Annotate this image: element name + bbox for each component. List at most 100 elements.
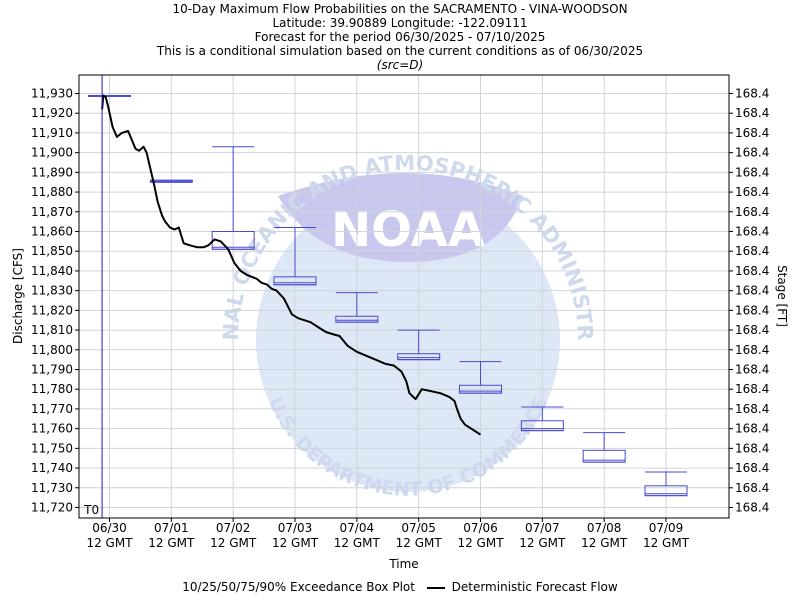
plot-frame: [78, 74, 730, 519]
y2-tick-label: 168.4: [735, 422, 769, 436]
y2-tick-label: 168.4: [735, 441, 769, 455]
y-axis-left-ticks: 11,720 11,730 11,740 11,750 11,760 11,770 11,7…: [31, 87, 79, 515]
x-tick-label: 07/09: [649, 521, 684, 535]
y-tick-label: 11,770: [31, 402, 73, 416]
x-tick-label-time: 12 GMT: [643, 536, 690, 550]
y-axis-right-ticks: 168.4 168.4 168.4 168.4 168.4 168.4 168.4 168.4…: [729, 87, 769, 515]
y2-tick-label: 168.4: [735, 126, 769, 140]
x-axis-label: Time: [388, 557, 418, 571]
chart-subtitle-source: (src=D): [376, 58, 424, 72]
y-tick-label: 11,750: [31, 441, 73, 455]
y2-tick-label: 168.4: [735, 461, 769, 475]
y-tick-label: 11,860: [31, 225, 73, 239]
x-tick-label: 07/03: [278, 521, 313, 535]
box-plot: [273, 227, 317, 286]
x-tick-label: 07/07: [525, 521, 560, 535]
chart-subtitle-location: Latitude: 39.90889 Longitude: -122.09111: [272, 16, 528, 30]
x-tick-label-time: 12 GMT: [519, 536, 566, 550]
box-plot: [397, 329, 441, 361]
y2-axis-label: Stage [FT]: [775, 265, 789, 327]
x-tick-label-time: 12 GMT: [581, 536, 628, 550]
t0-marker-layer: T0: [83, 75, 103, 518]
y-tick-label: 11,800: [31, 343, 73, 357]
box-plot: [520, 406, 564, 432]
y-tick-label: 11,920: [31, 106, 73, 120]
y-tick-label: 11,740: [31, 461, 73, 475]
y2-tick-label: 168.4: [735, 146, 769, 160]
y-tick-label: 11,820: [31, 303, 73, 317]
box-plot: [149, 179, 193, 183]
y-axis-label: Discharge [CFS]: [11, 248, 25, 344]
box-plot: [211, 146, 255, 250]
x-tick-label: 07/08: [587, 521, 622, 535]
x-tick-label-time: 12 GMT: [272, 536, 319, 550]
y2-tick-label: 168.4: [735, 244, 769, 258]
legend-box-label: 10/25/50/75/90% Exceedance Box Plot: [182, 580, 415, 594]
x-tick-label-time: 12 GMT: [334, 536, 381, 550]
y-tick-label: 11,930: [31, 87, 73, 101]
x-tick-label-time: 12 GMT: [396, 536, 443, 550]
x-tick-label-time: 12 GMT: [148, 536, 195, 550]
legend-line-label: Deterministic Forecast Flow: [451, 580, 618, 594]
y2-tick-label: 168.4: [735, 323, 769, 337]
y-tick-label: 11,840: [31, 264, 73, 278]
forecast-line-layer: [101, 94, 482, 436]
x-tick-label: 07/05: [401, 521, 436, 535]
y2-tick-label: 168.4: [735, 205, 769, 219]
noaa-watermark-logo-text: NOAA: [331, 202, 485, 258]
x-tick-label-time: 12 GMT: [210, 536, 257, 550]
y-tick-label: 11,850: [31, 244, 73, 258]
box-plots: [88, 94, 688, 497]
x-tick-label: 07/01: [154, 521, 189, 535]
noaa-watermark-bird: [278, 173, 523, 262]
y-tick-label: 11,730: [31, 481, 73, 495]
y2-tick-label: 168.4: [735, 165, 769, 179]
y2-tick-label: 168.4: [735, 382, 769, 396]
x-tick-label: 07/06: [463, 521, 498, 535]
y-tick-label: 11,830: [31, 284, 73, 298]
y-tick-label: 11,880: [31, 185, 73, 199]
y-tick-label: 11,780: [31, 382, 73, 396]
y-tick-label: 11,910: [31, 126, 73, 140]
y2-tick-label: 168.4: [735, 402, 769, 416]
y2-tick-label: 168.4: [735, 225, 769, 239]
y2-tick-label: 168.4: [735, 87, 769, 101]
y2-tick-label: 168.4: [735, 343, 769, 357]
chart-subtitle-condition: This is a conditional simulation based o…: [156, 44, 644, 58]
box-plot: [88, 94, 131, 97]
box-plot: [459, 361, 502, 394]
y-tick-label: 11,890: [31, 165, 73, 179]
box-plot: [582, 432, 626, 463]
y-tick-label: 11,790: [31, 363, 73, 377]
forecast-flow-line: [101, 94, 482, 436]
y-tick-label: 11,900: [31, 146, 73, 160]
y-tick-label: 11,810: [31, 323, 73, 337]
t0-label: T0: [83, 503, 99, 517]
y2-tick-label: 168.4: [735, 185, 769, 199]
chart-title: 10-Day Maximum Flow Probabilities on the…: [172, 2, 628, 16]
y2-tick-label: 168.4: [735, 106, 769, 120]
y2-tick-label: 168.4: [735, 303, 769, 317]
y2-tick-label: 168.4: [735, 264, 769, 278]
x-tick-label: 06/30: [92, 521, 127, 535]
chart-subtitle-period: Forecast for the period 06/30/2025 - 07/…: [254, 30, 546, 44]
x-tick-label-time: 12 GMT: [457, 536, 504, 550]
y-tick-label: 11,870: [31, 205, 73, 219]
box-plot: [335, 292, 379, 323]
chart-legend: 10/25/50/75/90% Exceedance Box Plot Dete…: [0, 580, 800, 594]
y-tick-label: 11,760: [31, 422, 73, 436]
x-tick-label: 07/02: [216, 521, 251, 535]
y2-tick-label: 168.4: [735, 363, 769, 377]
noaa-watermark-disc: [256, 188, 560, 492]
y-tick-label: 11,720: [31, 501, 73, 515]
box-plot: [644, 471, 688, 497]
y2-tick-label: 168.4: [735, 481, 769, 495]
y2-tick-label: 168.4: [735, 284, 769, 298]
x-tick-label-time: 12 GMT: [86, 536, 133, 550]
y2-tick-label: 168.4: [735, 501, 769, 515]
legend-line-swatch: [426, 586, 445, 589]
chart-gridlines: [79, 75, 729, 518]
x-tick-label: 07/04: [340, 521, 375, 535]
